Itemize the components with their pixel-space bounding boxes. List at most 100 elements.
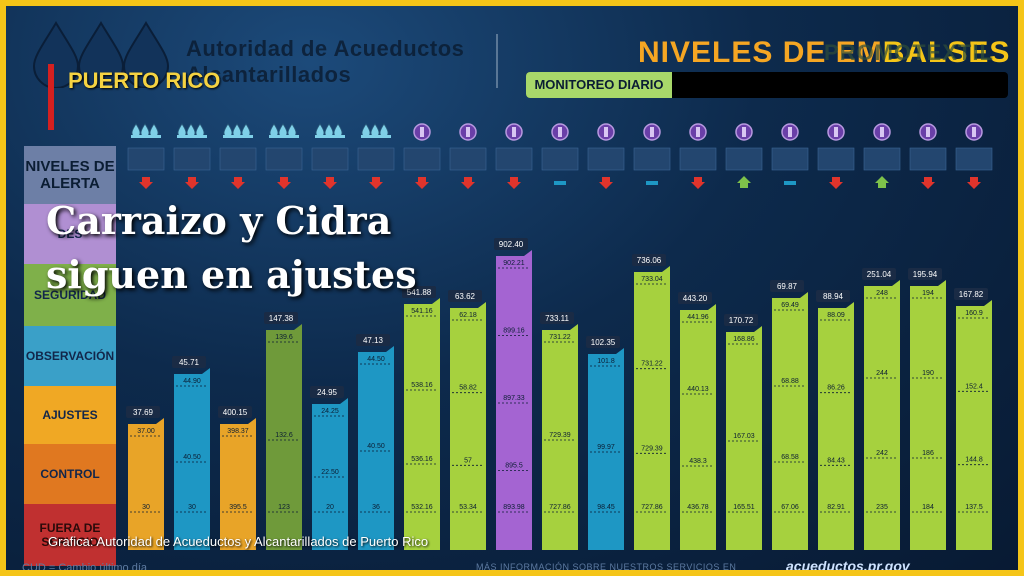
bar-top-value: 902.40: [499, 240, 524, 249]
bar-value-badge: [908, 268, 942, 280]
reservoir-bar: [910, 280, 946, 550]
footer-cud-note: CUD = Cambio último día: [22, 562, 148, 570]
valve-icon: [873, 123, 891, 141]
bar-top-value: 733.11: [545, 314, 569, 323]
bar-level-value: 36: [372, 504, 380, 511]
trend-same-icon: [554, 181, 566, 185]
bar-value-badge: [218, 406, 252, 418]
reservoir-name-box: [909, 147, 947, 171]
bar-value-badge: [816, 290, 850, 302]
bar-level-value: 22.50: [321, 469, 339, 476]
bar-level-value: 40.50: [183, 454, 201, 461]
bar-level-value: 62.18: [459, 312, 477, 319]
trend-down-icon: [323, 177, 337, 189]
bar-level-value: 139.6: [275, 334, 293, 341]
bar-top-value: 195.94: [913, 270, 938, 279]
bar-top-value: 167.82: [959, 290, 984, 299]
trend-down-icon: [369, 177, 383, 189]
reservoir-bar-chart: 37.69 37.00 30 45.71 44.90 40.50 30 400.15 398.3…: [126, 123, 993, 550]
bar-value-badge: [540, 312, 574, 324]
reservoir-bar: [404, 298, 440, 550]
reservoir-bar: [220, 418, 256, 550]
bar-level-value: 165.51: [733, 504, 755, 511]
bar-value-badge: [954, 288, 988, 300]
region-accent-bar: [48, 64, 54, 130]
level-control: CONTROL: [24, 444, 116, 504]
drops-icon: [131, 123, 161, 138]
bar-level-value: 160.9: [965, 310, 983, 317]
bar-level-value: 99.97: [597, 444, 615, 451]
trend-down-icon: [139, 177, 153, 189]
bar-value-badge: [862, 268, 896, 280]
valve-icon: [965, 123, 983, 141]
bar-value-badge: [494, 238, 528, 250]
trend-down-icon: [691, 177, 705, 189]
reservoir-bar-group: 902.40 902.21 899.16 897.33 895.5 893.98: [494, 123, 533, 550]
bar-top-value: 45.71: [179, 358, 200, 367]
bar-level-value: 101.8: [597, 358, 615, 365]
headline-line2: siguen en ajustes: [46, 252, 417, 297]
reservoir-bar: [680, 304, 716, 550]
drops-icon: [361, 123, 391, 138]
region-label: PUERTO RICO: [68, 68, 221, 93]
bar-level-value: 441.96: [687, 314, 709, 321]
reservoir-bar-group: 733.11 731.22 729.39 727.86: [540, 123, 579, 550]
level-ajustes: AJUSTES: [24, 386, 116, 444]
reservoir-bar: [450, 302, 486, 550]
reservoir-bar-group: 736.06 733.04 731.22 729.39 727.86: [632, 123, 671, 550]
drops-icon: [177, 123, 207, 138]
footer-url[interactable]: acueductos.pr.gov: [786, 558, 910, 570]
reservoir-bar: [266, 324, 302, 550]
drops-icon: [315, 123, 345, 138]
page-title-suffix: BALSES: [882, 36, 1011, 69]
trend-down-icon: [231, 177, 245, 189]
reservoir-name-box: [495, 147, 533, 171]
bar-value-badge: [586, 336, 620, 348]
bar-level-value: 248: [876, 290, 888, 297]
reservoir-name-box: [449, 147, 487, 171]
reservoir-name-box: [955, 147, 993, 171]
reservoir-name-box: [679, 147, 717, 171]
monitor-label: MONITOREO DIARIO: [526, 72, 672, 98]
valve-icon: [919, 123, 937, 141]
bar-top-value: 88.94: [823, 292, 844, 301]
level-fuera-de-servicio: FUERA DE SERVICIO: [24, 504, 116, 566]
bar-value-badge: [678, 292, 712, 304]
bar-level-value: 731.22: [549, 334, 571, 341]
valve-icon: [735, 123, 753, 141]
drops-icon: [223, 123, 253, 138]
bar-level-value: 98.45: [597, 504, 615, 511]
bar-level-value: 123: [278, 504, 290, 511]
bar-top-value: 251.04: [867, 270, 892, 279]
reservoir-bar: [772, 292, 808, 550]
reservoir-bar: [864, 280, 900, 550]
trend-same-icon: [646, 181, 658, 185]
trend-down-icon: [415, 177, 429, 189]
bar-top-value: 147.38: [269, 314, 294, 323]
bar-level-value: 58.82: [459, 385, 477, 392]
bar-top-value: 736.06: [637, 256, 662, 265]
valve-icon: [689, 123, 707, 141]
bar-level-value: 902.21: [503, 260, 525, 267]
bar-level-value: 44.90: [183, 378, 201, 385]
reservoir-bar: [818, 302, 854, 550]
bar-top-value: 69.87: [777, 282, 798, 291]
bar-value-badge: [724, 314, 758, 326]
graphic-credit: Grafica: Autoridad de Acueductos y Alcan…: [48, 534, 429, 549]
trend-down-icon: [277, 177, 291, 189]
bar-level-value: 53.34: [459, 504, 477, 511]
reservoir-name-box: [127, 147, 165, 171]
bar-level-value: 538.16: [411, 382, 433, 389]
reservoir-bar-group: 37.69 37.00 30: [126, 123, 165, 550]
bar-value-badge: [770, 280, 804, 292]
trend-down-icon: [599, 177, 613, 189]
reservoir-bar-group: 47.13 44.50 40.50 36: [356, 123, 395, 550]
alert-heading-line2: ALERTA: [40, 175, 100, 192]
bar-top-value: 170.72: [729, 316, 754, 325]
valve-icon: [597, 123, 615, 141]
bar-level-value: 897.33: [503, 395, 525, 402]
bar-value-badge: [356, 334, 390, 346]
bar-level-value: 132.6: [275, 432, 293, 439]
valve-icon: [827, 123, 845, 141]
watermark-logo: PROMOTEXTIL: [824, 40, 994, 65]
